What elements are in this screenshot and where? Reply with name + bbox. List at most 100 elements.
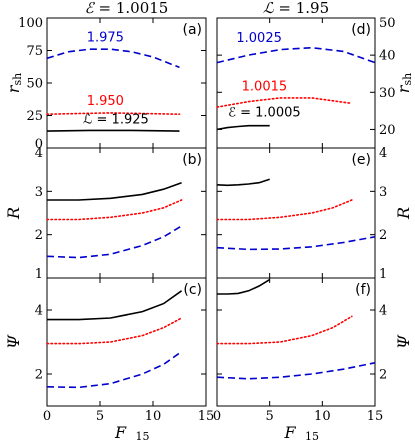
panel-d: 20 30 40 50 1.0025 1.0015 ℰ = 1.0005 (d) xyxy=(216,16,396,149)
y-axis-label-text: R xyxy=(4,207,23,220)
panel-letter: (c) xyxy=(183,282,202,298)
y-axis-label-left: Ψ xyxy=(4,334,23,349)
y-tick-label: 30 xyxy=(379,86,396,101)
series-annotation: 1.0015 xyxy=(242,79,288,94)
column-title-2: ℒ = 1.95 xyxy=(263,0,329,17)
y-axis-label-sub: sh xyxy=(401,73,414,86)
y-axis-label-text: rsh xyxy=(394,73,415,93)
y-tick-label: 40 xyxy=(379,49,396,64)
column-title-value: = 1.0015 xyxy=(94,0,169,17)
series-line-e-1 xyxy=(216,178,270,187)
y-tick-label: 1 xyxy=(379,267,387,282)
y-tick-label: 2 xyxy=(35,368,43,383)
x-tick-label: 15 xyxy=(198,409,215,424)
x-tick-label: 0 xyxy=(213,409,221,424)
series-line-b-3 xyxy=(46,225,183,259)
series-line-d-3 xyxy=(216,124,270,131)
y-axis-label-main: R xyxy=(394,207,413,220)
y-tick-label: 75 xyxy=(26,44,43,59)
panel-letter: (f) xyxy=(355,282,371,298)
y-tick-label: 2 xyxy=(379,228,387,243)
series-annotation: ℰ = 1.0005 xyxy=(228,105,301,120)
series-line-d-2 xyxy=(216,97,353,108)
panel-b: 1 2 3 4 (b) xyxy=(35,146,207,282)
y-tick-label: 25 xyxy=(26,109,43,124)
x-axis-label: F xyxy=(114,423,127,441)
y-tick-label: 1 xyxy=(35,267,43,282)
series-line-c-1 xyxy=(47,290,183,321)
panel-letter: (a) xyxy=(182,22,202,38)
y-axis-label-left: rsh xyxy=(4,73,25,93)
series-line-a-2 xyxy=(46,112,181,115)
y-axis-label-main: R xyxy=(4,207,23,220)
annotation-symbol: ℰ xyxy=(228,105,236,120)
series-line-e-3 xyxy=(216,236,376,251)
y-axis-label-main: r xyxy=(4,84,23,93)
y-axis-label-right: R xyxy=(394,207,413,220)
x-tick-label: 0 xyxy=(43,409,51,424)
series-annotation: 1.950 xyxy=(87,94,124,109)
series-annotation: ℒ = 1.925 xyxy=(83,112,149,127)
y-tick-label: 4 xyxy=(379,304,387,319)
panel-letter: (b) xyxy=(182,152,202,168)
y-tick-label: 3 xyxy=(35,185,43,200)
column-title-value: = 1.95 xyxy=(274,0,330,17)
y-tick-label: 2 xyxy=(35,228,43,243)
x-tick-label: 5 xyxy=(96,409,104,424)
y-tick-label: 4 xyxy=(35,304,43,319)
series-line-d-1 xyxy=(216,46,376,64)
y-tick-label: 0 xyxy=(35,137,43,152)
series-annotation: 1.975 xyxy=(87,30,124,45)
x-tick-label: 10 xyxy=(314,409,331,424)
x-tick-label: 5 xyxy=(266,409,274,424)
y-axis-label-main: Ψ xyxy=(394,334,413,349)
y-axis-label-text: Ψ xyxy=(4,334,23,349)
annotation-value: = 1.0005 xyxy=(236,105,301,120)
x-tick-label: 15 xyxy=(367,409,384,424)
x-axis-label-sub: 15 xyxy=(305,430,319,441)
y-tick-label: 4 xyxy=(35,146,43,161)
panel-letter: (d) xyxy=(351,22,371,38)
y-axis-label-left: R xyxy=(4,207,23,220)
series-line-b-2 xyxy=(46,199,183,221)
y-tick-label: 4 xyxy=(379,146,387,161)
series-line-b-1 xyxy=(47,181,182,201)
annotation-value: = 1.925 xyxy=(92,112,148,127)
x-axis-label-sub: 15 xyxy=(136,430,150,441)
y-axis-label-right: rsh xyxy=(394,73,415,93)
column-title-1: ℰ = 1.0015 xyxy=(85,0,169,17)
y-axis-label-main: r xyxy=(394,84,413,93)
annotation-symbol: ℒ xyxy=(83,112,92,127)
x-axis-labels: 0 5 10 15F 150 5 10 15F 15 xyxy=(43,409,383,441)
series-line-f-1 xyxy=(217,278,271,295)
y-axis-label-text: R xyxy=(394,207,413,220)
series-line-c-2 xyxy=(46,317,183,345)
series-line-f-2 xyxy=(216,315,353,345)
column-title-symbol: ℰ xyxy=(85,0,96,17)
x-axis-label: F xyxy=(283,423,296,441)
column-title-symbol: ℒ xyxy=(263,0,275,17)
y-tick-label: 3 xyxy=(379,185,387,200)
panel-f: 2 4 (f) xyxy=(216,277,387,407)
series-line-e-2 xyxy=(216,199,353,221)
y-tick-label: 20 xyxy=(379,123,396,138)
y-axis-label-main: Ψ xyxy=(4,334,23,349)
y-axis-label-text: Ψ xyxy=(394,334,413,349)
panel-e: 1 2 3 4 (e) xyxy=(216,146,387,282)
y-axis-label-right: Ψ xyxy=(394,334,413,349)
y-tick-label: 50 xyxy=(379,16,396,31)
panel-frame xyxy=(216,277,376,407)
panel-a: 0 25 50 75 100 1.975 1.950 ℒ = 1.925 (a) xyxy=(18,16,207,152)
y-axis-label-sub: sh xyxy=(11,73,24,86)
series-annotation: 1.0025 xyxy=(236,31,282,46)
y-tick-label: 100 xyxy=(18,16,43,31)
y-axis-label-text: rsh xyxy=(4,73,25,93)
panel-frame xyxy=(46,277,207,407)
series-line-a-3 xyxy=(46,129,180,132)
series-line-a-1 xyxy=(46,48,180,69)
panels: 0 25 50 75 100 1.975 1.950 ℒ = 1.925 (a) 20 30 40 50… xyxy=(18,16,396,407)
column-titles: ℰ = 1.0015 ℒ = 1.95 xyxy=(85,0,330,17)
y-tick-label: 2 xyxy=(379,368,387,383)
